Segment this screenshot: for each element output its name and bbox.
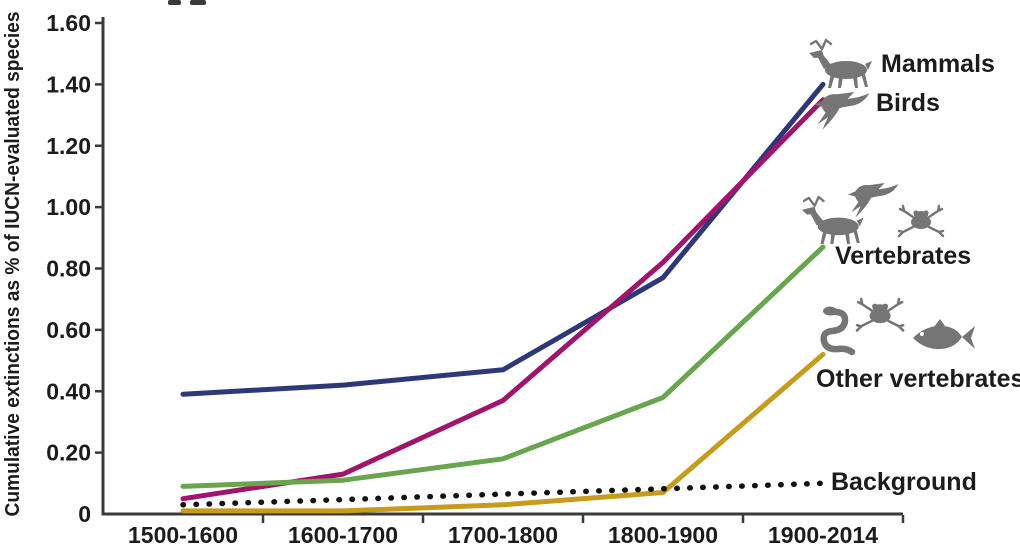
x-axis-category-label: 1700-1800 xyxy=(448,522,558,548)
frog-icon xyxy=(897,204,945,238)
y-axis-tick-label: 1.60 xyxy=(46,10,91,36)
y-axis-tick-label: 0.20 xyxy=(46,440,91,466)
y-axis-tick-label: 1.00 xyxy=(46,194,91,220)
legend-label-background: Background xyxy=(831,468,977,496)
x-axis-category-label: 1500-1600 xyxy=(128,522,238,548)
y-axis-tick-label: 0.60 xyxy=(46,317,91,343)
bird-icon xyxy=(848,183,899,218)
x-axis-category-label: 1900-2014 xyxy=(768,522,878,548)
other-vertebrates-icon-group xyxy=(823,297,975,353)
series-line-other-vertebrates xyxy=(180,351,826,514)
axis-lines xyxy=(101,17,903,516)
y-axis-tick-label: 0 xyxy=(78,501,91,527)
cropped-text-artifact xyxy=(168,0,206,5)
series-line-background xyxy=(180,480,826,508)
series-line-vertebrates xyxy=(180,244,826,489)
legend: Mammals Birds Vertebrates Other vertebra… xyxy=(800,38,1020,496)
y-axis-tick-label: 0.40 xyxy=(46,378,91,404)
axes: 0 0.20 0.40 0.60 0.80 1.00 1.20 1.40 1.60 1500-16… xyxy=(46,10,905,548)
legend-label-mammals: Mammals xyxy=(881,50,995,78)
x-axis-category-label: 1800-1900 xyxy=(608,522,718,548)
y-axis-title: Cumulative extinctions as % of IUCN-eval… xyxy=(2,12,24,517)
y-axis-tick-label: 1.20 xyxy=(46,133,91,159)
fish-icon xyxy=(913,319,975,350)
vertebrates-icon-group xyxy=(800,183,945,246)
deer-icon xyxy=(800,195,865,246)
legend-label-vertebrates: Vertebrates xyxy=(835,242,971,270)
legend-label-other-vertebrates: Other vertebrates xyxy=(816,365,1020,393)
frog-icon xyxy=(855,297,905,332)
y-axis-tick-label: 0.80 xyxy=(46,256,91,282)
legend-label-birds: Birds xyxy=(876,89,940,117)
deer-icon xyxy=(807,38,874,90)
x-axis-category-label: 1600-1700 xyxy=(288,522,398,548)
y-axis-tick-label: 1.40 xyxy=(46,71,91,97)
snake-icon xyxy=(823,307,852,353)
series-line-mammals xyxy=(180,81,826,397)
series-lines xyxy=(180,81,826,514)
